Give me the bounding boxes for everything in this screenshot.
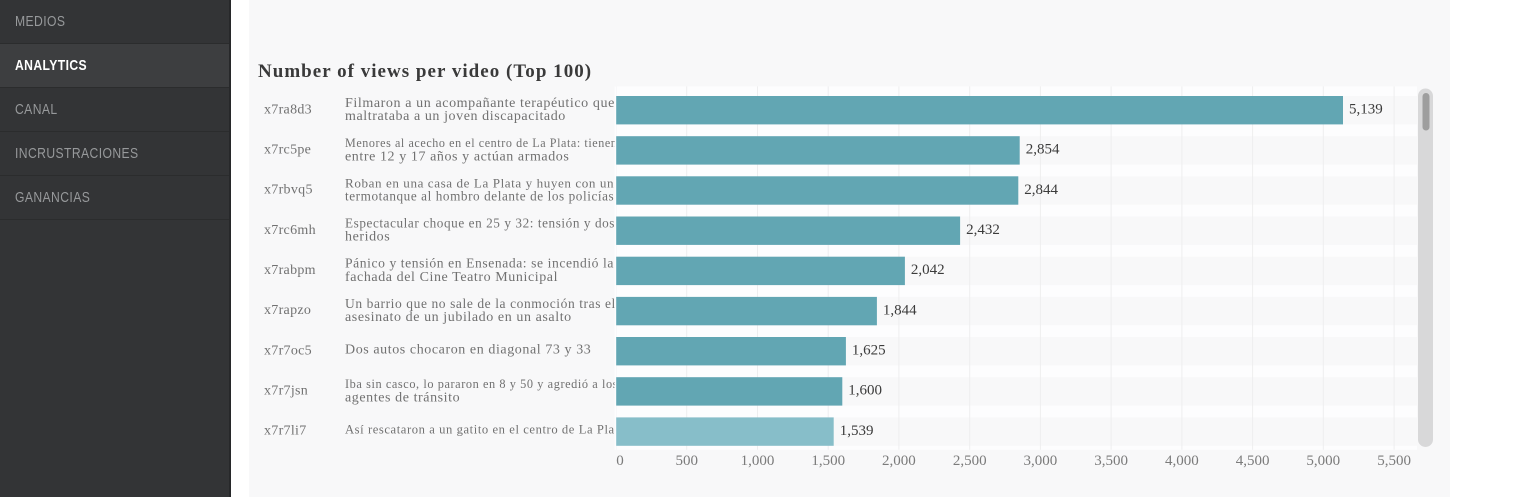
svg-text:5,000: 5,000 <box>1306 453 1340 469</box>
svg-text:3,000: 3,000 <box>1024 453 1058 469</box>
svg-text:asesinato de un jubilado en un: asesinato de un jubilado en un asalto <box>345 310 572 325</box>
svg-text:x7ra8d3: x7ra8d3 <box>264 102 312 117</box>
svg-text:4,500: 4,500 <box>1236 453 1270 469</box>
svg-text:4,000: 4,000 <box>1165 453 1199 469</box>
svg-text:Menores al acecho en el centro: Menores al acecho en el centro de La Pla… <box>345 136 617 150</box>
svg-text:x7rc5pe: x7rc5pe <box>264 143 311 158</box>
svg-text:heridos: heridos <box>345 230 390 245</box>
svg-text:2,432: 2,432 <box>966 222 1000 238</box>
svg-text:2,500: 2,500 <box>953 453 987 469</box>
svg-text:x7r7li7: x7r7li7 <box>264 424 307 439</box>
svg-text:1,000: 1,000 <box>741 453 775 469</box>
svg-text:0: 0 <box>616 453 624 469</box>
svg-text:5,139: 5,139 <box>1349 102 1383 118</box>
svg-text:x7rc6mh: x7rc6mh <box>264 223 316 238</box>
svg-text:x7rbvq5: x7rbvq5 <box>264 183 313 198</box>
svg-text:1,500: 1,500 <box>811 453 845 469</box>
svg-text:Iba sin casco, lo pararon en 8: Iba sin casco, lo pararon en 8 y 50 y ag… <box>345 377 618 391</box>
svg-text:500: 500 <box>675 453 698 469</box>
svg-text:5,500: 5,500 <box>1377 453 1411 469</box>
svg-text:3,500: 3,500 <box>1094 453 1128 469</box>
svg-text:maltrataba a un joven discapac: maltrataba a un joven discapacitado <box>345 109 566 124</box>
svg-text:fachada del Cine Teatro Munici: fachada del Cine Teatro Municipal <box>345 270 558 285</box>
svg-text:x7rabpm: x7rabpm <box>264 263 316 278</box>
svg-text:agentes de tránsito: agentes de tránsito <box>345 390 460 405</box>
svg-text:Filmaron a un acompañante tera: Filmaron a un acompañante terapéutico qu… <box>345 95 615 111</box>
svg-text:x7r7jsn: x7r7jsn <box>264 384 308 399</box>
svg-text:2,000: 2,000 <box>882 453 916 469</box>
svg-text:1,539: 1,539 <box>840 423 874 439</box>
svg-text:Un barrio que no sale de la co: Un barrio que no sale de la conmoción tr… <box>345 296 616 311</box>
svg-text:Roban en una casa de La Plata: Roban en una casa de La Plata y huyen co… <box>345 175 614 190</box>
svg-text:Así rescataron a un gatito en: Así rescataron a un gatito en el centro … <box>345 422 625 436</box>
svg-text:x7r7oc5: x7r7oc5 <box>264 343 312 358</box>
svg-text:termotanque al hombro delante: termotanque al hombro delante de los pol… <box>345 189 614 204</box>
svg-text:1,600: 1,600 <box>848 383 882 399</box>
svg-text:entre 12 y 17 años y actúan ar: entre 12 y 17 años y actúan armados <box>345 149 569 164</box>
svg-text:2,042: 2,042 <box>911 262 945 278</box>
svg-text:Number of views per video (Top: Number of views per video (Top 100) <box>258 61 592 82</box>
svg-text:1,625: 1,625 <box>852 343 886 359</box>
svg-text:1,844: 1,844 <box>883 302 917 318</box>
svg-text:2,854: 2,854 <box>1026 142 1060 158</box>
svg-text:2,844: 2,844 <box>1024 182 1058 198</box>
svg-text:x7rapzo: x7rapzo <box>264 303 311 318</box>
svg-text:Dos autos chocaron en diagonal: Dos autos chocaron en diagonal 73 y 33 <box>345 343 591 358</box>
svg-text:Espectacular choque en 25 y 32: Espectacular choque en 25 y 32: tensión … <box>345 216 615 231</box>
svg-text:Pánico y tensión en Ensenada:: Pánico y tensión en Ensenada: se incendi… <box>345 256 614 271</box>
